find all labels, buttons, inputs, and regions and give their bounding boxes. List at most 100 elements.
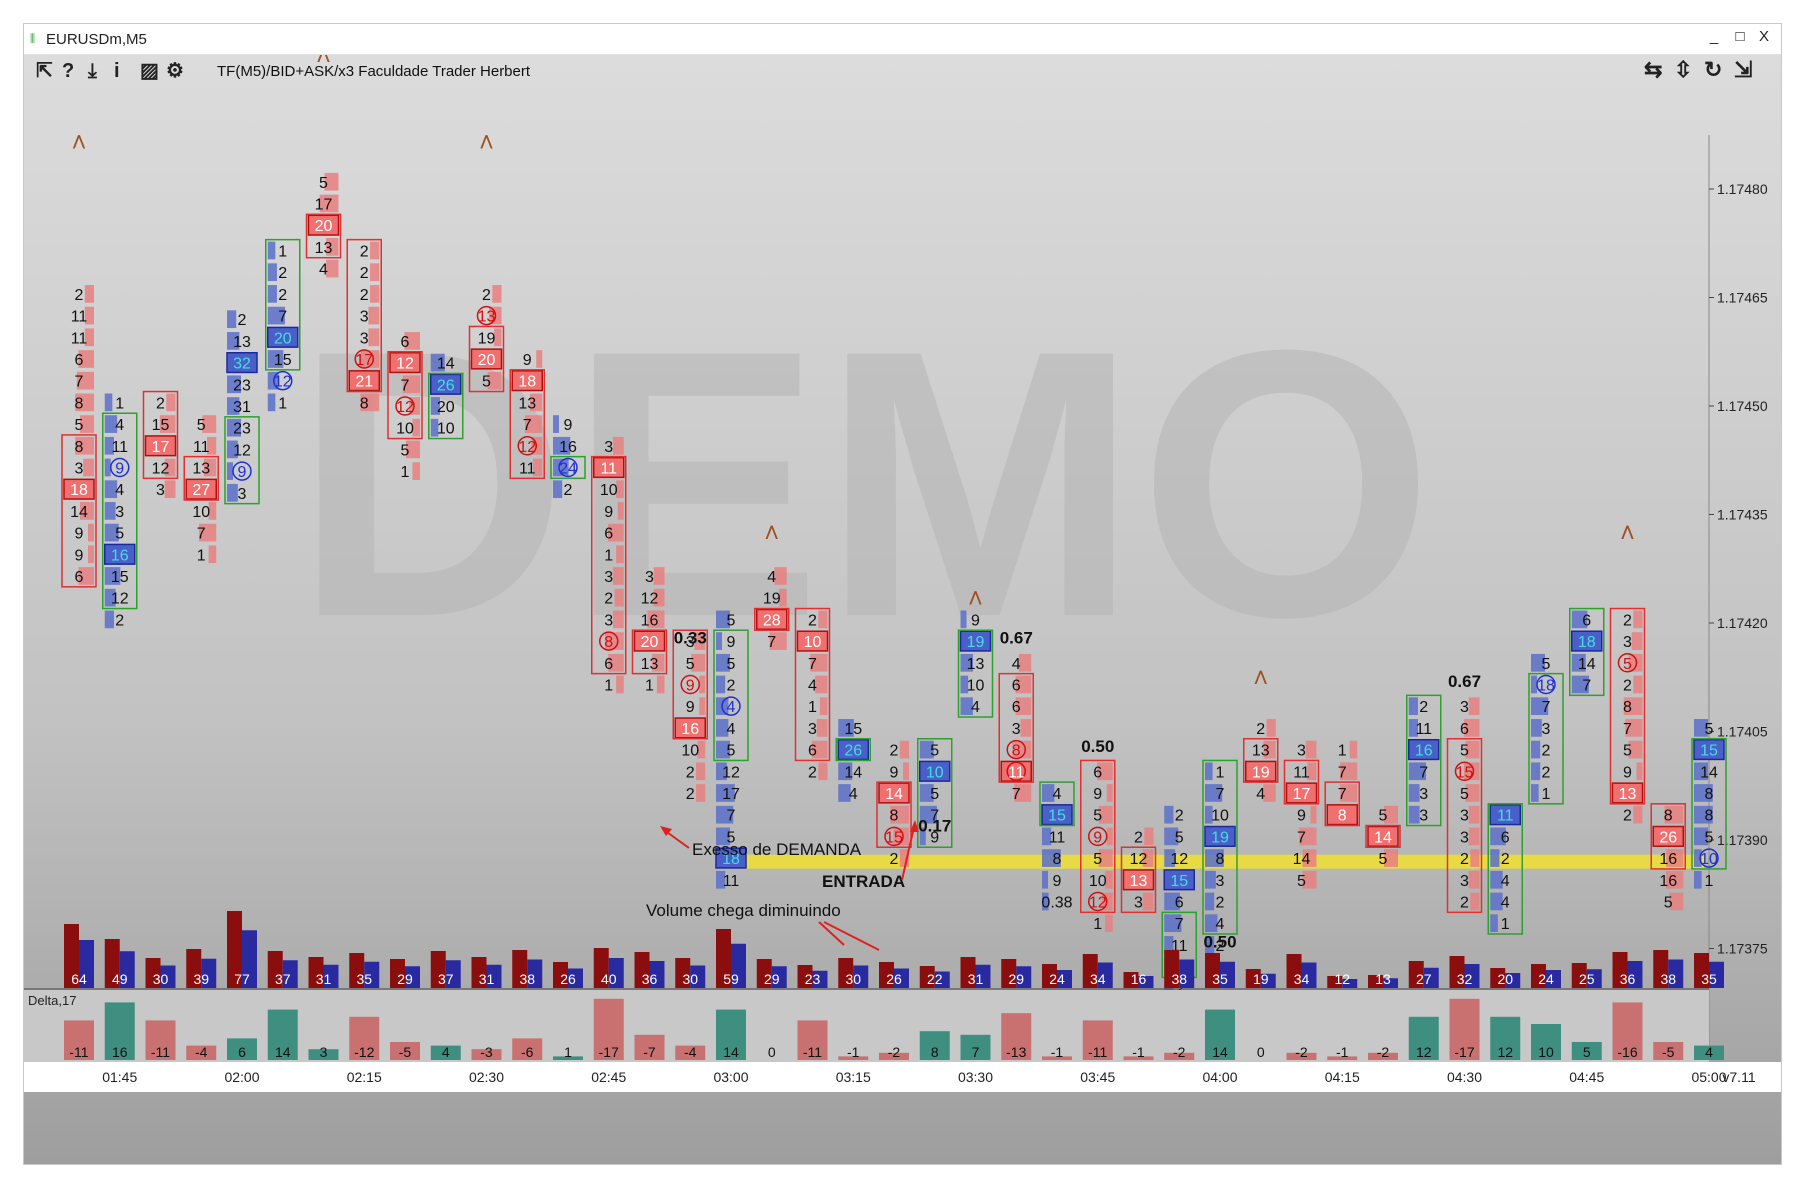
delta-label: -11 [803,1044,822,1060]
volume-bar-buy [201,958,217,988]
bar-body-box [550,455,586,480]
cell-histogram [774,567,787,585]
delta-bar [919,1031,950,1060]
cell-histogram [1205,805,1213,824]
cell-value: 2 [1256,721,1265,738]
cell-value: 1 [1093,916,1102,933]
cell-value: 2 [808,764,817,781]
cell-histogram [1633,805,1643,824]
cell-value: 1 [401,464,410,481]
cell-histogram [1310,805,1317,824]
delta-label: -1 [1132,1044,1145,1060]
cell-histogram [616,545,624,564]
cell-histogram [1468,805,1480,824]
cell-histogram [716,784,735,802]
price-tick-label: 1.17420 [1717,615,1768,631]
volume-label: 36 [642,971,658,987]
volume-bar-sell [1694,953,1709,988]
cell-histogram [1625,719,1643,737]
cell-value: 1 [278,243,287,260]
cell-histogram [1463,719,1480,737]
minimize-button[interactable]: _ [1709,28,1719,45]
cell-value: 3 [156,482,165,499]
cell-value: 4 [849,786,858,803]
time-tick-label: 02:45 [591,1069,626,1085]
cell-value: 3 [1623,634,1632,651]
cell-histogram [84,306,94,325]
volume-label: 31 [479,971,495,987]
cell-value: 3 [115,504,124,521]
cell-highlight [1163,869,1195,891]
cell-histogram [819,697,828,716]
annotation-arrow [901,826,915,881]
volume-label: 12 [1334,971,1350,987]
cell-value: 8 [360,395,369,412]
time-tick-label: 04:15 [1325,1069,1360,1085]
delta-label: -4 [195,1044,208,1060]
cell-histogram [1384,805,1398,824]
volume-bar-buy [1097,962,1113,988]
cell-histogram [1463,762,1480,781]
delta-label: -2 [1377,1044,1390,1060]
cell-value: 2 [75,287,84,304]
cell-histogram [370,241,380,260]
volume-label: 25 [1579,971,1595,987]
volume-bar-buy [486,964,502,988]
cell-value: 11 [1497,808,1514,825]
price-tick-label: 1.17390 [1717,832,1768,848]
volume-bar-buy [527,959,543,988]
cell-highlight [674,717,706,739]
volume-bar-buy [812,970,828,988]
cell-histogram [1571,675,1589,694]
cell-histogram [960,675,969,694]
cell-circle [680,674,700,695]
delta-bar [349,1016,380,1060]
cell-value: 11 [519,460,536,477]
arrow-up-icon: ⋀ [1621,523,1634,539]
footprint-chart[interactable]: ⇱? ⤓ i ▨ ⚙ TF(M5)/BID+ASK/x3 Faculdade Trader… [24,55,1781,1164]
cell-value: 9 [564,417,573,434]
cell-value: 2 [1623,677,1632,694]
cell-histogram [227,462,233,480]
footprint-bar: 3 6 5 15 5 3 3 2 3 2 [1446,697,1483,914]
delta-bar [308,1049,339,1060]
cell-histogram [893,827,909,846]
cell-histogram [1349,740,1358,759]
cell-value: 2 [1134,829,1143,846]
cell-histogram [104,393,113,412]
footprint-bar: 5 15 14 8 8 5 10 1 [1691,719,1727,890]
cell-value: 3 [1419,786,1428,803]
cell-highlight [1489,804,1521,826]
maximize-button[interactable]: □ [1735,28,1745,45]
cell-value: 2 [890,743,899,760]
cell-histogram [360,350,380,368]
cell-value: 3 [645,569,654,586]
volume-bar-sell [1164,950,1180,988]
cell-value: 15 [1170,873,1188,890]
cell-histogram [1142,849,1154,867]
cell-histogram [960,697,973,716]
cell-histogram [1694,849,1702,867]
cell-value: 4 [1012,656,1021,673]
delta-bar [1123,1056,1154,1060]
cell-value: 6 [401,334,410,351]
volume-bar-sell [104,939,120,988]
cell-value: 2 [1542,743,1551,760]
cell-histogram [696,762,706,781]
close-button[interactable]: X [1758,28,1769,45]
cell-value: 5 [1623,656,1632,673]
cell-histogram [164,480,176,499]
volume-bar-buy [771,966,787,988]
cell-value: 17 [355,352,373,369]
volume-label: 30 [682,971,698,987]
time-tick-label: 02:00 [224,1069,259,1085]
cell-histogram [1490,914,1498,933]
footprint-bar: 3 5 9 9 16 10 2 2 [672,629,708,803]
volume-bar-sell [716,929,731,988]
cell-value: 6 [1093,764,1102,781]
cell-histogram [319,194,339,213]
volume-bar-sell [634,952,650,988]
delta-label: -7 [643,1044,656,1060]
cell-histogram [1531,675,1537,694]
cell-value: 5 [482,374,491,391]
